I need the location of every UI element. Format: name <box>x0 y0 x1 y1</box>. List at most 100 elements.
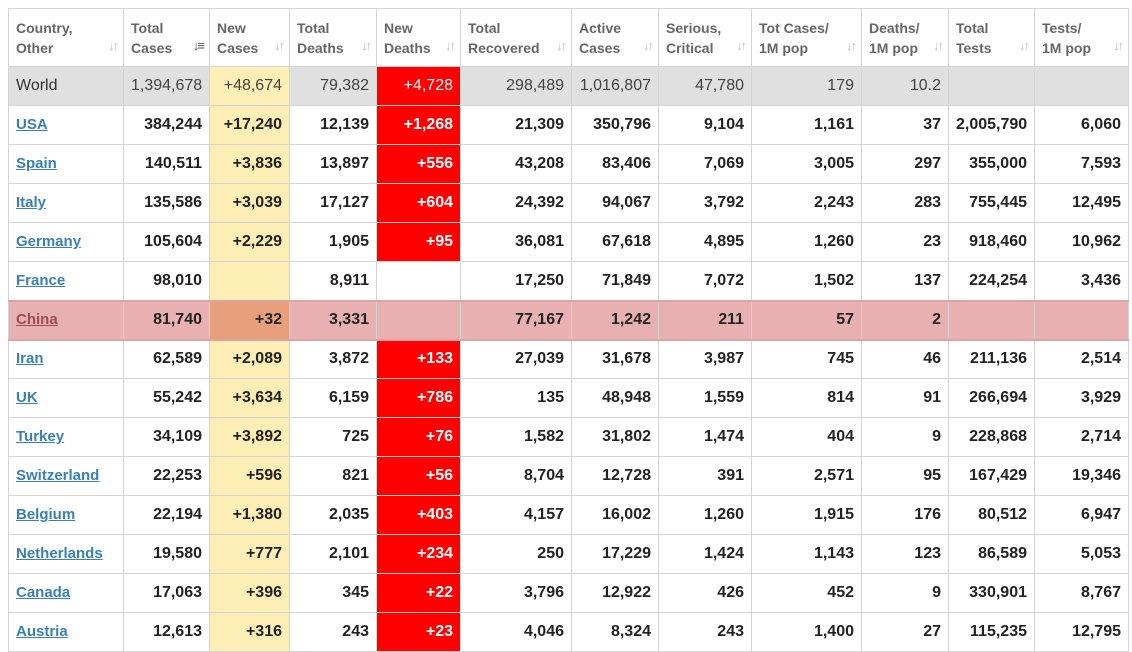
column-header-serious-critical[interactable]: Serious, Critical ↓↑ <box>658 8 752 67</box>
column-header-new-deaths[interactable]: New Deaths ↓↑ <box>376 8 461 67</box>
sort-arrows-icon[interactable]: ↓↑ <box>108 38 119 53</box>
cell-total-tests: 115,235 <box>948 612 1035 652</box>
column-header-total-cases[interactable]: Total Cases ↓≡ <box>123 8 210 67</box>
cell-total-cases: 135,586 <box>123 183 210 223</box>
cell-tests-per-1m: 3,436 <box>1034 261 1129 301</box>
sort-descending-icon[interactable]: ↓≡ <box>192 38 205 53</box>
country-link[interactable]: Iran <box>16 350 44 368</box>
cell-total-deaths: 2,035 <box>289 495 377 535</box>
cell-new-deaths: +403 <box>376 495 461 535</box>
cell-new-cases: +2,089 <box>209 339 290 379</box>
column-header-line2: Tests <box>956 39 992 56</box>
column-header-total-deaths[interactable]: Total Deaths ↓↑ <box>289 8 377 67</box>
cell-serious-critical: 211 <box>658 299 752 341</box>
sort-arrows-icon[interactable]: ↓↑ <box>361 38 372 53</box>
table-row: Iran 62,589 +2,089 3,872 +133 27,039 31,678 3,9… <box>8 339 1129 379</box>
column-header-tot-cases-per-1m[interactable]: Tot Cases/1M pop ↓↑ <box>751 8 862 67</box>
cell-deaths-per-1m: 297 <box>861 144 949 184</box>
cell-total-tests: 755,445 <box>948 183 1035 223</box>
column-header-total-recovered[interactable]: Total Recovered ↓↑ <box>460 8 572 67</box>
cell-country-other: Belgium <box>8 495 124 535</box>
sort-arrows-icon[interactable]: ↓↑ <box>1019 38 1030 53</box>
cell-new-cases: +32 <box>209 299 290 341</box>
cell-total-tests: 167,429 <box>948 456 1035 496</box>
column-header-line1: Total <box>956 19 989 36</box>
cell-deaths-per-1m: 46 <box>861 339 949 379</box>
sort-arrows-icon[interactable]: ↓↑ <box>736 38 747 53</box>
cell-new-cases: +3,634 <box>209 378 290 418</box>
cell-total-recovered: 135 <box>460 378 572 418</box>
cell-tests-per-1m: 7,593 <box>1034 144 1129 184</box>
cell-tot-cases-per-1m: 2,243 <box>751 183 862 223</box>
cell-country-other: UK <box>8 378 124 418</box>
cell-active-cases: 31,802 <box>571 417 659 457</box>
sort-arrows-icon[interactable]: ↓↑ <box>445 38 456 53</box>
column-header-tests-per-1m[interactable]: Tests/1M pop ↓↑ <box>1034 8 1129 67</box>
country-link[interactable]: Germany <box>16 233 82 250</box>
cell-country-other: World <box>8 66 124 106</box>
column-header-new-cases[interactable]: New Cases ↓↑ <box>209 8 290 67</box>
table-row: Italy 135,586 +3,039 17,127 +604 24,392 94,067… <box>8 183 1129 223</box>
cell-tests-per-1m: 12,495 <box>1034 183 1129 223</box>
cell-active-cases: 350,796 <box>571 105 659 145</box>
country-link[interactable]: Spain <box>16 155 57 172</box>
cell-tot-cases-per-1m: 1,260 <box>751 222 862 262</box>
country-link[interactable]: China <box>16 311 58 328</box>
cell-country-other: USA <box>8 105 124 145</box>
column-header-country-other[interactable]: Country, Other ↓↑ <box>8 8 124 67</box>
cell-tests-per-1m: 3,929 <box>1034 378 1129 418</box>
column-header-active-cases[interactable]: Active Cases ↓↑ <box>571 8 659 67</box>
cell-new-deaths: +23 <box>376 612 461 652</box>
cell-new-deaths: +786 <box>376 378 461 418</box>
cell-deaths-per-1m: 23 <box>861 222 949 262</box>
table-row: Germany 105,604 +2,229 1,905 +95 36,081 67,618… <box>8 222 1129 262</box>
cell-tot-cases-per-1m: 2,571 <box>751 456 862 496</box>
cell-total-deaths: 725 <box>289 417 377 457</box>
column-header-line2: Cases <box>131 39 173 56</box>
cell-total-cases: 1,394,678 <box>123 66 210 106</box>
cell-new-deaths: +22 <box>376 573 461 613</box>
sort-arrows-icon[interactable]: ↓↑ <box>933 38 944 53</box>
cell-tests-per-1m: 12,795 <box>1034 612 1129 652</box>
cell-total-cases: 384,244 <box>123 105 210 145</box>
cell-total-tests: 2,005,790 <box>948 105 1035 145</box>
column-header-total-tests[interactable]: Total Tests ↓↑ <box>948 8 1035 67</box>
cell-new-cases: +1,380 <box>209 495 290 535</box>
cell-serious-critical: 9,104 <box>658 105 752 145</box>
country-link[interactable]: Canada <box>16 584 71 601</box>
cell-tot-cases-per-1m: 745 <box>751 339 862 379</box>
cell-total-recovered: 77,167 <box>460 299 572 341</box>
country-link[interactable]: Austria <box>16 623 68 640</box>
sort-arrows-icon[interactable]: ↓↑ <box>846 38 857 53</box>
sort-arrows-icon[interactable]: ↓↑ <box>274 38 285 53</box>
cell-total-deaths: 243 <box>289 612 377 652</box>
cell-serious-critical: 7,072 <box>658 261 752 301</box>
country-link[interactable]: Belgium <box>16 506 76 523</box>
table-row: France 98,010 8,911 17,250 71,849 7,072 1,502 1… <box>8 261 1129 301</box>
column-header-line1: Total <box>297 19 330 36</box>
covid-stats-table: Country, Other ↓↑ Total Cases ↓≡ New Cases ↓↑ Tot… <box>8 8 1129 652</box>
column-header-line1: Serious, <box>666 19 722 36</box>
cell-deaths-per-1m: 123 <box>861 534 949 574</box>
sort-arrows-icon[interactable]: ↓↑ <box>643 38 654 53</box>
cell-total-tests: 330,901 <box>948 573 1035 613</box>
sort-arrows-icon[interactable]: ↓↑ <box>556 38 567 53</box>
cell-deaths-per-1m: 9 <box>861 417 949 457</box>
cell-total-recovered: 36,081 <box>460 222 572 262</box>
country-link[interactable]: Netherlands <box>16 545 103 562</box>
cell-total-recovered: 4,157 <box>460 495 572 535</box>
country-link[interactable]: UK <box>16 389 38 406</box>
country-link[interactable]: France <box>16 271 66 289</box>
cell-total-deaths: 12,139 <box>289 105 377 145</box>
country-link[interactable]: Turkey <box>16 428 65 445</box>
country-link[interactable]: USA <box>16 116 48 133</box>
column-header-line1: Tests/ <box>1042 19 1082 36</box>
cell-deaths-per-1m: 2 <box>861 299 949 341</box>
cell-serious-critical: 3,792 <box>658 183 752 223</box>
cell-total-tests: 86,589 <box>948 534 1035 574</box>
country-link[interactable]: Switzerland <box>16 467 100 484</box>
sort-arrows-icon[interactable]: ↓↑ <box>1113 38 1124 53</box>
column-header-deaths-per-1m[interactable]: Deaths/1M pop ↓↑ <box>861 8 949 67</box>
cell-total-tests: 266,694 <box>948 378 1035 418</box>
country-link[interactable]: Italy <box>16 194 47 211</box>
